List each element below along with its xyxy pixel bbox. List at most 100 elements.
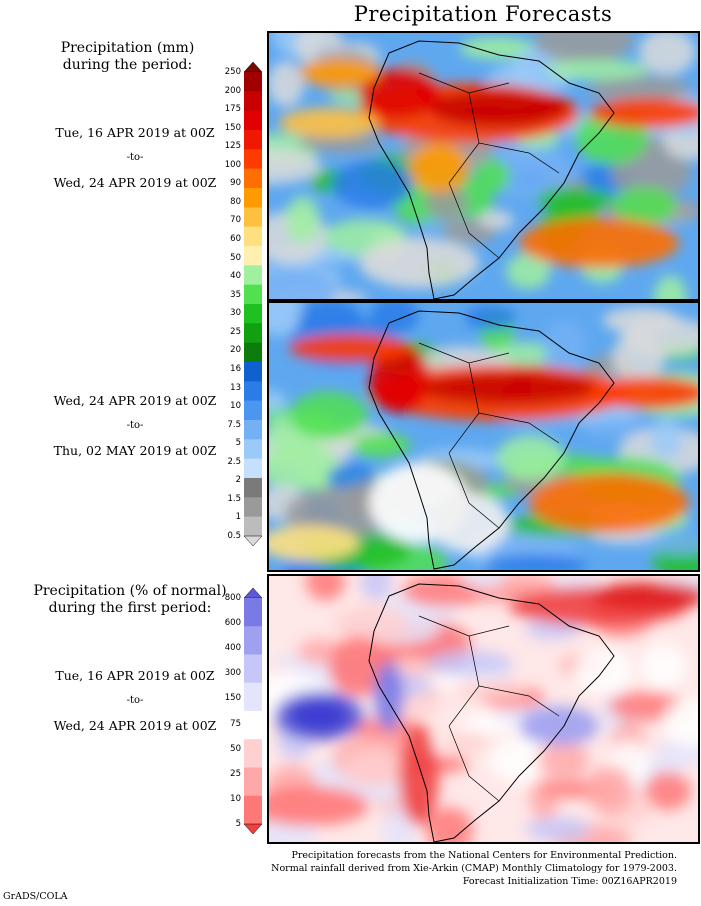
mm-colorbar-swatch xyxy=(244,226,262,247)
pct-colorbar-tick-label: 600 xyxy=(224,618,241,629)
mm-colorbar-swatch-min xyxy=(244,535,262,546)
mm-colorbar-swatch xyxy=(244,72,262,92)
mm-colorbar-tick-label: 40 xyxy=(230,271,241,282)
mm-colorbar-swatch xyxy=(244,420,262,440)
mm-colorbar-tick-label: 150 xyxy=(224,122,241,133)
precip-mm-heading-line2: during the period: xyxy=(62,57,193,73)
mm-colorbar-swatch xyxy=(244,304,262,324)
pct-colorbar-tick-label: 300 xyxy=(224,668,241,679)
period1-from: Tue, 16 APR 2019 at 00Z xyxy=(55,125,215,140)
mm-colorbar-swatch xyxy=(244,168,262,189)
precip-mm-heading-line1: Precipitation (mm) xyxy=(60,40,195,56)
footer-line2: Normal rainfall derived from Xie-Arkin (… xyxy=(271,863,677,874)
pct-colorbar-swatch xyxy=(244,739,262,768)
pct-colorbar-tick-label: 150 xyxy=(224,693,241,704)
mm-colorbar-tick-label: 2.5 xyxy=(227,456,241,467)
precip-pct-heading: Precipitation (% of normal) during the f… xyxy=(5,583,255,617)
map-panel-period1 xyxy=(267,31,700,301)
mm-colorbar-swatch xyxy=(244,400,262,421)
percent-normal-map xyxy=(269,576,698,842)
credit-label: GrADS/COLA xyxy=(3,891,68,902)
pct-colorbar-swatches xyxy=(244,588,262,834)
coastline xyxy=(368,40,615,299)
pct-colorbar-swatch xyxy=(244,598,262,627)
mm-colorbar-tick-label: 10 xyxy=(230,401,241,412)
pct-colorbar-swatch xyxy=(244,767,262,797)
mm-colorbar-swatch-max xyxy=(244,62,262,73)
period3-from: Tue, 16 APR 2019 at 00Z xyxy=(55,668,215,683)
mm-colorbar-tick-label: 60 xyxy=(230,234,241,245)
mm-colorbar-swatch xyxy=(244,478,262,498)
pct-colorbar-swatch xyxy=(244,626,262,655)
mm-colorbar-tick-label: 175 xyxy=(224,104,241,115)
period2-to: -to- xyxy=(126,420,144,431)
mm-colorbar-tick-label: 20 xyxy=(230,345,241,356)
pct-colorbar-tick-label: 10 xyxy=(230,793,241,804)
mm-colorbar-swatch xyxy=(244,91,262,111)
mm-colorbar-tick-label: 80 xyxy=(230,196,241,207)
map-panel-percent-normal xyxy=(267,574,700,844)
country-borders xyxy=(418,615,560,802)
mm-colorbar-tick-label: 70 xyxy=(230,215,241,226)
period3-to: -to- xyxy=(126,695,144,706)
mm-colorbar-swatch xyxy=(244,381,262,401)
mm-colorbar-swatch xyxy=(244,323,262,343)
precip-pct-colorbar: 800 600 400 300 150 75 50 25 10 5 xyxy=(225,588,262,834)
mm-colorbar-swatch xyxy=(244,265,262,285)
precip-pct-heading-line2: during the first period: xyxy=(48,600,212,616)
precip-map-period1 xyxy=(269,33,698,299)
precip-field xyxy=(269,33,698,299)
period2-end: Thu, 02 MAY 2019 at 00Z xyxy=(53,443,217,458)
pct-colorbar-tick-label: 75 xyxy=(230,718,241,729)
mm-colorbar-tick-label: 90 xyxy=(230,178,241,189)
mm-colorbar-tick-label: 5 xyxy=(235,438,241,449)
mm-colorbar-swatch xyxy=(244,458,262,479)
pct-colorbar-tick-label: 400 xyxy=(224,643,241,654)
pct-colorbar-tick-label: 25 xyxy=(230,768,241,779)
mm-colorbar-tick-label: 1.5 xyxy=(227,493,241,504)
period3-label: Tue, 16 APR 2019 at 00Z -to- Wed, 24 APR… xyxy=(10,668,260,734)
mm-colorbar-swatch xyxy=(244,497,262,517)
pct-colorbar-tick-label: 5 xyxy=(235,819,241,829)
mm-colorbar-swatch xyxy=(244,110,262,131)
mm-colorbar-tick-label: 50 xyxy=(230,252,241,263)
mm-colorbar-tick-label: 125 xyxy=(224,141,241,152)
period2-label: Wed, 24 APR 2019 at 00Z -to- Thu, 02 MAY… xyxy=(10,393,260,459)
mm-colorbar-swatches xyxy=(244,62,262,546)
mm-colorbar-swatch xyxy=(244,284,262,305)
pct-colorbar-tick-label: 800 xyxy=(224,593,241,603)
precip-mm-heading: Precipitation (mm) during the period: xyxy=(10,40,245,74)
coastline xyxy=(368,583,615,842)
period1-label: Tue, 16 APR 2019 at 00Z -to- Wed, 24 APR… xyxy=(10,125,260,191)
mm-colorbar-tick-label: 2 xyxy=(235,475,241,486)
mm-colorbar-tick-label: 7.5 xyxy=(227,419,241,430)
country-borders xyxy=(418,72,560,259)
mm-colorbar-tick-label: 200 xyxy=(224,85,241,96)
mm-colorbar-swatch xyxy=(244,362,262,382)
period2-from: Wed, 24 APR 2019 at 00Z xyxy=(53,393,217,408)
pct-colorbar-swatch-min xyxy=(244,823,262,834)
mm-colorbar-tick-label: 30 xyxy=(230,308,241,319)
mm-colorbar-swatch xyxy=(244,246,262,266)
mm-colorbar-tick-label: 13 xyxy=(230,382,241,393)
pct-colorbar-swatch-max xyxy=(244,588,262,599)
mm-colorbar-swatch xyxy=(244,188,262,208)
map-panel-period2 xyxy=(267,301,700,572)
precip-mm-colorbar: 250 200 175 150 125 100 90 80 70 60 50 40 35 30 25 20 16… xyxy=(225,62,262,546)
mm-colorbar-tick-label: 25 xyxy=(230,326,241,337)
mm-colorbar-tick-label: 16 xyxy=(230,363,241,374)
footer-line3: Forecast Initialization Time: 00Z16APR20… xyxy=(462,876,677,887)
pct-colorbar-tick-label: 50 xyxy=(230,743,241,754)
mm-colorbar-tick-label: 1 xyxy=(235,512,241,523)
mm-colorbar-swatch xyxy=(244,439,262,459)
percent-field xyxy=(269,576,698,842)
mm-colorbar-swatch xyxy=(244,149,262,169)
mm-colorbar-swatch xyxy=(244,342,262,363)
pct-colorbar-swatch xyxy=(244,795,262,825)
coastline xyxy=(368,310,615,570)
mm-colorbar-swatch xyxy=(244,207,262,227)
mm-colorbar-swatch xyxy=(244,516,262,537)
mm-colorbar-tick-label: 35 xyxy=(230,289,241,300)
country-borders xyxy=(418,342,560,529)
page-title: Precipitation Forecasts xyxy=(353,2,613,26)
